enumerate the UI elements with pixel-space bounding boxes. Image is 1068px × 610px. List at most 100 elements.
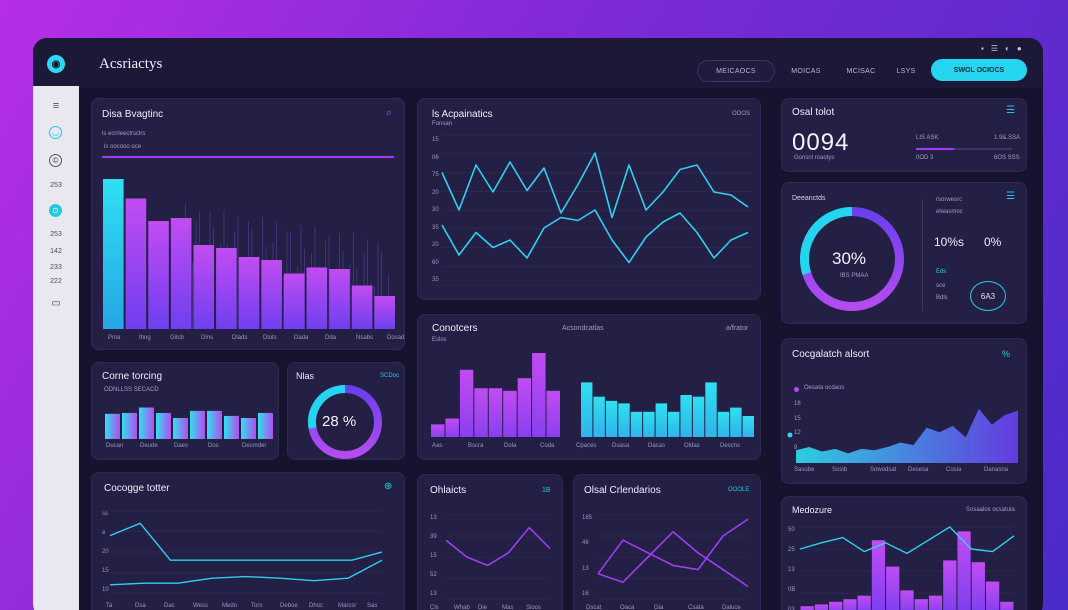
total-sub-3: 0OD 3 — [916, 155, 934, 161]
axis-tick-label: 35 — [432, 277, 439, 283]
primary-action-button[interactable]: SWOL OCIOCS — [931, 59, 1027, 81]
axis-tick-label: 06 — [432, 154, 439, 161]
copyright-icon[interactable]: © — [49, 154, 62, 167]
theme-icon[interactable]: ◐ — [1005, 44, 1010, 53]
axis-tick-label: Dda — [325, 335, 337, 341]
axis-tick-label: Daes — [174, 443, 189, 449]
cyan-bar-7 — [668, 411, 680, 437]
bar-0 — [103, 179, 124, 329]
card-title: Medozure — [792, 505, 833, 515]
cyan-bar-10 — [705, 382, 717, 437]
hamburger-icon[interactable]: ≡ — [52, 100, 60, 112]
globe-icon[interactable]: ⊕ — [384, 481, 393, 492]
core-bar-8 — [241, 418, 256, 439]
axis-tick-label: Ducan — [106, 443, 124, 449]
ohsal-line-chart — [597, 514, 749, 600]
percent-icon[interactable]: % — [1002, 349, 1011, 359]
axis-tick-label: 15 — [102, 568, 109, 574]
series-line-2 — [441, 209, 749, 264]
axis-tick-label: Dacas — [648, 443, 666, 449]
sidebar-active-icon[interactable]: ⊙ — [49, 204, 62, 217]
stat-label-2: elwasmoc — [936, 209, 963, 215]
med-bar-3 — [843, 599, 857, 610]
card-title: Cocogge totter — [104, 483, 170, 494]
axis-tick-label: Mas — [502, 605, 514, 610]
med-bar-13 — [985, 581, 1000, 610]
series-line — [445, 526, 551, 567]
card-legend: ls oocooo oce — [104, 144, 142, 150]
axis-tick-label: Csata — [688, 605, 704, 610]
axis-tick-label: Dlads — [232, 335, 248, 341]
axis-tick-label: 25 — [788, 547, 795, 553]
profile-icon[interactable]: ● — [1016, 44, 1022, 53]
series-line-1 — [597, 518, 749, 575]
stat-value-2: 0% — [984, 235, 1002, 249]
donut-chart-30 — [800, 207, 904, 311]
card-title: Conotcers — [432, 323, 478, 334]
sidebar-item-label-3[interactable]: 142 — [50, 248, 62, 255]
axis-tick-label: Sloos — [526, 605, 542, 610]
series-line-1 — [109, 522, 383, 561]
divider — [922, 199, 923, 311]
purple-bar-6 — [517, 378, 532, 437]
cyan-bar-3 — [618, 403, 630, 437]
bar-3 — [170, 218, 192, 329]
tile-icon[interactable]: ▪ — [981, 44, 984, 53]
purple-bar-0 — [431, 424, 445, 437]
sidebar-item-label-4[interactable]: 233 — [50, 264, 62, 271]
sidebar-item-label-2[interactable]: 253 — [50, 231, 62, 238]
sidebar-item-label-5[interactable]: 222 — [50, 278, 62, 285]
nav-item-4[interactable]: LSYS — [896, 67, 916, 75]
progress-track — [916, 148, 1012, 150]
bar-8 — [283, 273, 305, 329]
nav-item-3[interactable]: MCISAC — [846, 67, 876, 75]
axis-tick-label: 50 — [788, 527, 795, 533]
axis-tick-label: e — [102, 530, 106, 536]
axis-tick-label: 10 — [102, 587, 109, 593]
card-subtitle: ls ecrrleectrsclrs — [102, 131, 146, 137]
bar-4 — [193, 245, 215, 329]
sidebar-cyan-icon[interactable]: ◡ — [49, 126, 62, 139]
total-sub-5: 6OS SSS — [994, 155, 1020, 161]
window-controls: ▪ ☰ ◐ ● — [981, 44, 1022, 53]
axis-tick-label: Bscra — [468, 443, 484, 449]
sidebar-item-label-1[interactable]: 253 — [50, 182, 62, 189]
card-sub: Sosaalos ocsatuia — [966, 507, 1015, 513]
axis-tick-label: 18 — [794, 401, 801, 407]
stat-value-1: 10%s — [934, 235, 965, 249]
menu-icon[interactable]: ☰ — [990, 44, 999, 53]
total-sub-4: 1.9&.SSA — [994, 135, 1021, 141]
purple-bar-4 — [488, 388, 503, 437]
menu-icon[interactable]: ☰ — [1006, 105, 1015, 116]
bar-6 — [238, 257, 260, 329]
cyan-bar-2 — [605, 400, 618, 437]
axis-tick-label: Ihng — [139, 335, 151, 341]
med-bar-14 — [1000, 601, 1014, 610]
card-ohsal: Olsal Crlendarios OOOLE 185 48 13 16 Dscat O… — [573, 474, 761, 610]
search-icon[interactable]: ⌕ — [386, 107, 393, 119]
card-title: Nlas — [296, 371, 315, 381]
nav-item-1[interactable]: MEICAOCS — [697, 60, 775, 82]
axis-tick-label: Deude — [140, 443, 158, 449]
axis-tick-label: 9 — [794, 445, 798, 451]
axis-tick-label: 185 — [582, 515, 593, 521]
axis-tick-label: 13 — [582, 565, 589, 572]
bar-11 — [351, 285, 373, 329]
core-bar-2 — [139, 407, 154, 439]
panel-icon[interactable]: ▭ — [51, 298, 61, 309]
top-line-chart — [441, 134, 752, 286]
purple-bar-1 — [445, 418, 459, 437]
card-sub: Eslos — [432, 337, 447, 343]
mid-label: Acsondcatlas — [562, 325, 604, 332]
nav-item-2[interactable]: MOICAS — [791, 67, 821, 75]
axis-tick-label: Pma — [108, 335, 121, 341]
med-bar-8 — [914, 599, 928, 610]
axis-tick-label: 30 — [432, 207, 439, 213]
card-line-chart-top: ls Acpainatics Fonsan OOOS 15 06 75 20 30 35 2… — [417, 98, 761, 300]
card-badge: OOOLE — [728, 487, 750, 493]
axis-tick-label: Sosib — [832, 467, 848, 473]
menu-icon[interactable]: ☰ — [1006, 191, 1015, 202]
stat-label-5: Bdls — [936, 295, 948, 301]
axis-tick-label: Desmder — [242, 443, 267, 449]
med-bar-11 — [957, 531, 971, 610]
